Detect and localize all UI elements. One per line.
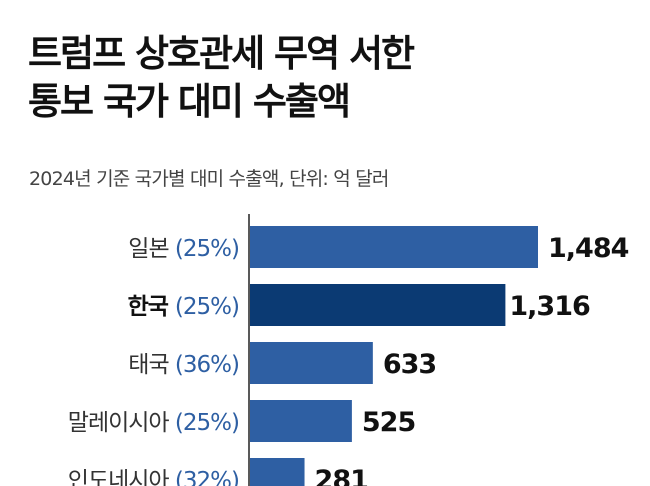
category-label-4: 말레이시아 (25%) xyxy=(68,410,239,436)
category-name: 한국 xyxy=(128,294,175,320)
chart-title: 트럼프 상호관세 무역 서한 통보 국가 대미 수출액 xyxy=(28,30,415,126)
category-label-1: 일본 (25%) xyxy=(128,236,239,262)
tariff-rate: (25%) xyxy=(175,294,239,320)
tariff-rate: (25%) xyxy=(175,410,239,436)
value-label-3: 633 xyxy=(383,349,436,380)
category-label-2: 한국 (25%) xyxy=(128,294,239,320)
category-label-5: 인도네시아 (32%) xyxy=(68,468,239,486)
value-label-4: 525 xyxy=(362,407,415,438)
category-name: 일본 xyxy=(128,236,175,262)
value-label-1: 1,484 xyxy=(548,233,629,264)
bar-5 xyxy=(250,458,305,486)
bar-3 xyxy=(250,342,373,384)
title-line-2: 통보 국가 대미 수출액 xyxy=(28,80,351,123)
value-label-2: 1,316 xyxy=(509,291,590,322)
category-name: 인도네시아 xyxy=(68,468,175,486)
category-name: 말레이시아 xyxy=(68,410,175,436)
chart-subtitle: 2024년 기준 국가별 대미 수출액, 단위: 억 달러 xyxy=(29,168,389,190)
bar-1 xyxy=(250,226,538,268)
tariff-rate: (32%) xyxy=(175,468,239,486)
category-label-3: 태국 (36%) xyxy=(128,352,239,378)
category-name: 태국 xyxy=(128,352,175,378)
bar-4 xyxy=(250,400,352,442)
bar-2 xyxy=(250,284,506,326)
tariff-rate: (36%) xyxy=(175,352,239,378)
title-line-1: 트럼프 상호관세 무역 서한 xyxy=(28,32,415,75)
value-label-5: 281 xyxy=(315,465,368,486)
tariff-rate: (25%) xyxy=(175,236,239,262)
